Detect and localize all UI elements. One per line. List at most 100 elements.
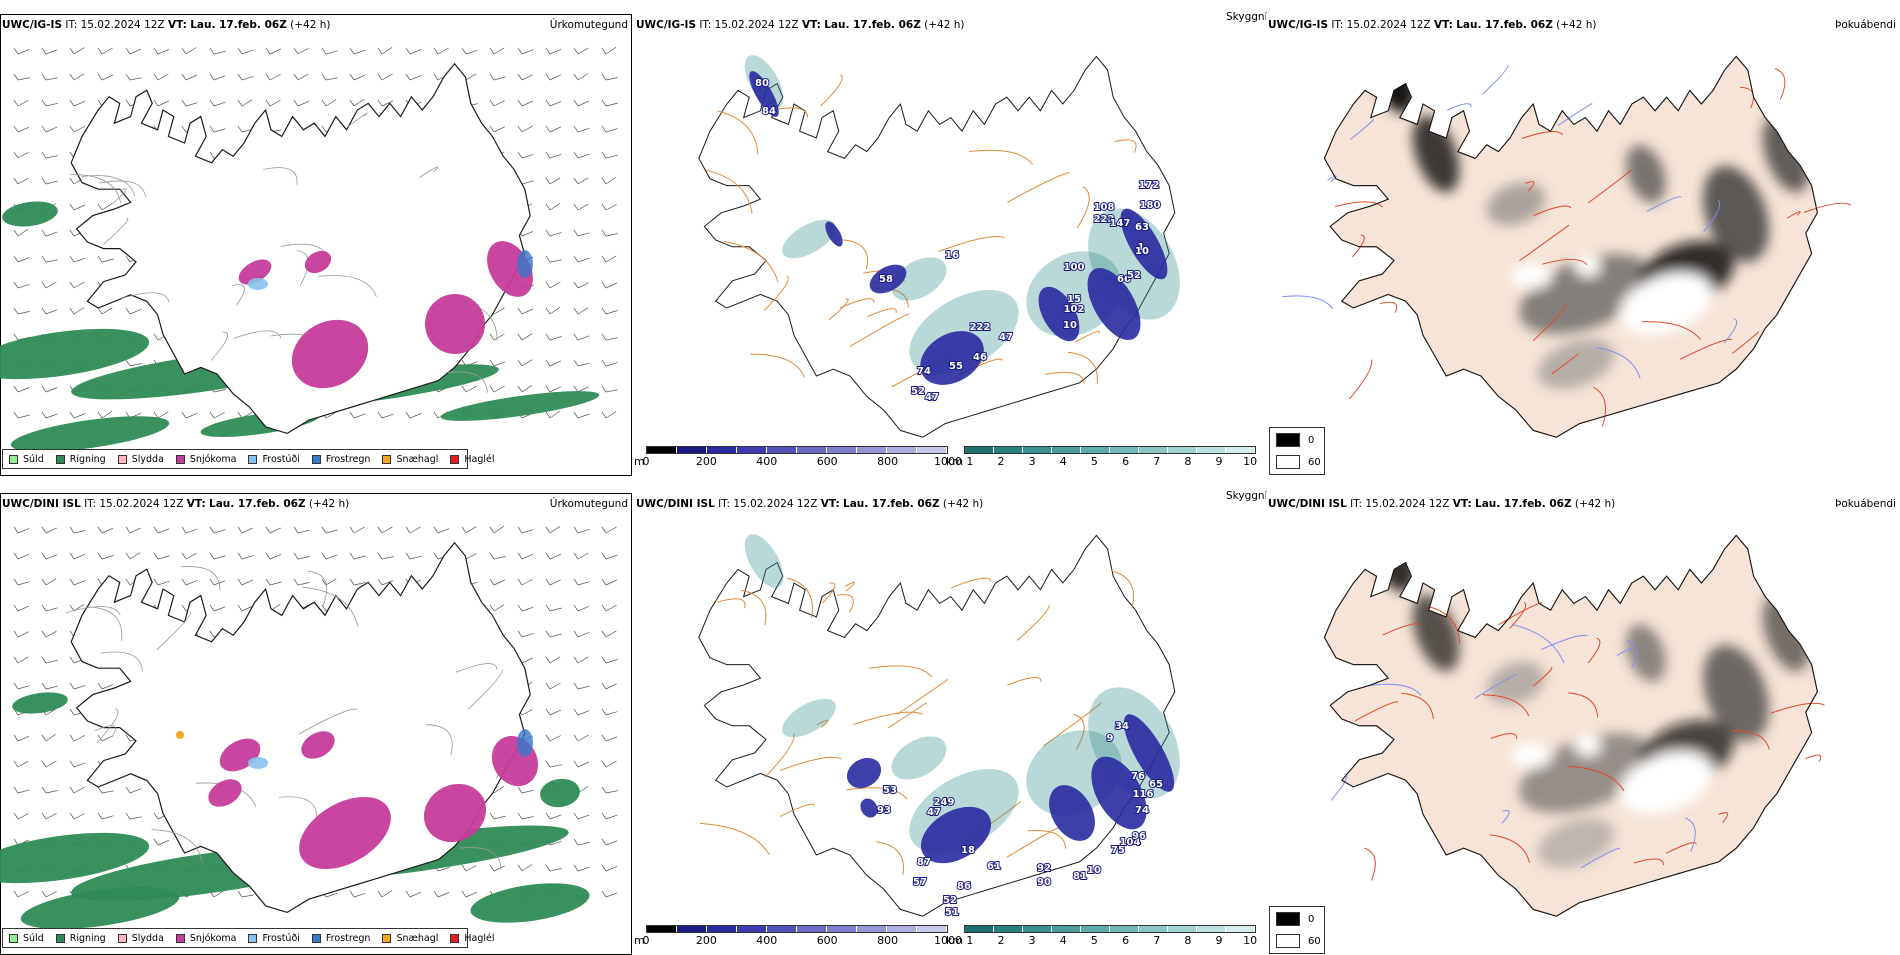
fog-legend-item: 60 [1276,455,1321,469]
ceiling-label: 53 [883,785,897,796]
legend-label: Rigning [69,932,106,944]
legend-item: Snjókoma [175,933,236,944]
legend-swatch [248,454,258,464]
panel-header: UWC/IG-IS IT: 15.02.2024 12Z VT: Lau. 17… [636,19,965,31]
legend-swatch [450,454,460,464]
visibility-tick: 7 [1153,455,1161,468]
legend-label: Súld [23,453,44,465]
vt-value: Lau. 17.feb. 06Z [209,498,306,510]
legend-swatch [175,933,185,943]
it-label: IT: [718,498,731,510]
ceiling-label: 75 [1111,845,1125,856]
legend-item: Súld [9,454,44,465]
visibility-tick: 9 [1215,934,1223,947]
snow-areas [176,729,539,870]
ceiling-scale: 0 200 400 600 800 1000 m [634,925,962,955]
ceiling-tick: 0 [642,934,650,947]
fog-legend-label: 60 [1308,456,1321,468]
vt-label: VT: [167,19,187,31]
model-name: UWC/IG-IS [2,19,63,31]
fog-legend: 0 60 [1269,427,1325,475]
lead-time: (+42 h) [1574,498,1616,510]
ceiling-tick: 600 [816,455,838,468]
snow-areas [238,241,533,389]
visibility-scale: 1 2 3 4 5 6 7 8 9 10 km [946,446,1257,476]
ceiling-label: 10 [1087,865,1101,876]
visibility-unit: km [946,455,964,468]
ceiling-label: 51 [945,907,959,918]
vt-label: VT: [801,19,821,31]
vt-value: Lau. 17.feb. 06Z [1456,19,1553,31]
it-value: 15.02.2024 12Z [99,498,184,510]
panel-header: UWC/IG-IS IT: 15.02.2024 12Z VT: Lau. 17… [2,19,331,31]
legend-item: Slydda [117,454,164,465]
it-value: 15.02.2024 12Z [1365,498,1450,510]
legend-label: Snæhagl [396,932,439,944]
panel-header: UWC/DINI ISL IT: 15.02.2024 12Z VT: Lau.… [1268,498,1615,510]
ceiling-tick: 400 [756,934,778,947]
vt-value: Lau. 17.feb. 06Z [1475,498,1572,510]
ceiling-tick: 1000 [934,455,962,468]
it-label: IT: [1350,498,1363,510]
ceiling-label: 57 [913,877,927,888]
ceiling-label: 92 [1037,863,1051,874]
it-value: 15.02.2024 12Z [733,498,818,510]
fog-legend: 0 60 [1269,906,1325,954]
legend-swatch [311,454,321,464]
precip-type-map [0,493,632,955]
it-value: 15.02.2024 12Z [714,19,799,31]
ceiling-label: 100 [1064,262,1085,273]
panel-precip-type: UWC/IG-IS IT: 15.02.2024 12Z VT: Lau. 17… [0,14,632,476]
iceland-coastline [70,62,531,435]
ceiling-label: 108 [1094,202,1115,213]
ceiling-unit: m [634,455,645,468]
visibility-tick: 10 [1243,934,1258,947]
model-name: UWC/DINI ISL [1268,498,1347,510]
panel-ceiling-visibility: 80 84 58 16 222 47 46 55 74 52 47 102 10 100 15 108 222 1… [634,14,1264,476]
panel-fog-index: UWC/DINI ISL IT: 15.02.2024 12Z VT: Lau.… [1266,493,1900,955]
ceiling-label: 102 [1064,304,1085,315]
ceiling-label: 52 [1127,270,1141,281]
fog-legend-swatch [1276,455,1300,469]
ceiling-label: 1 [1138,242,1145,253]
fog-legend-item: 0 [1276,433,1314,447]
visibility-tick: 3 [1028,934,1036,947]
iceland-coastline [70,541,531,914]
fog-legend-item: 0 [1276,912,1314,926]
ceiling-label: 172 [1139,180,1160,191]
it-value: 15.02.2024 12Z [1346,19,1431,31]
ceiling-label: 81 [1073,871,1087,882]
ceiling-label: 74 [917,366,931,377]
legend-label: Frostregn [325,932,371,944]
ceiling-label: 80 [755,78,769,89]
legend-item: Frostregn [311,932,371,944]
legend-label: Frostregn [325,453,371,465]
lead-time: (+42 h) [942,498,984,510]
ceiling-tick: 400 [756,455,778,468]
visibility-tick: 4 [1059,934,1067,947]
legend-swatch [311,933,321,943]
visibility-tick: 5 [1090,934,1098,947]
visibility-tick: 7 [1153,934,1161,947]
ceiling-label: 84 [762,106,776,117]
panel-header: UWC/DINI ISL IT: 15.02.2024 12Z VT: Lau.… [636,498,983,510]
fog-legend-swatch [1276,934,1300,948]
visibility-tick: 6 [1122,934,1130,947]
fog-index-map [1282,55,1851,438]
fog-index-map [1323,534,1825,917]
visibility-tick: 9 [1215,455,1223,468]
legend-label: Rigning [69,453,106,465]
panel-title-visibility: Skyggni [1226,490,1268,502]
visibility-tick: 8 [1184,455,1192,468]
legend-swatch [450,933,460,943]
legend-item: Haglél [450,933,495,944]
ceiling-label: 52 [911,386,925,397]
visibility-tick: 2 [997,455,1005,468]
ceiling-label: 47 [927,807,941,818]
panel-title-precip-type: Úrkomutegund [549,498,628,510]
legend-swatch [248,933,258,943]
visibility-tick: 2 [997,934,1005,947]
vt-label: VT: [1433,19,1453,31]
visibility-tick: 1 [966,934,974,947]
lead-time: (+42 h) [924,19,965,31]
